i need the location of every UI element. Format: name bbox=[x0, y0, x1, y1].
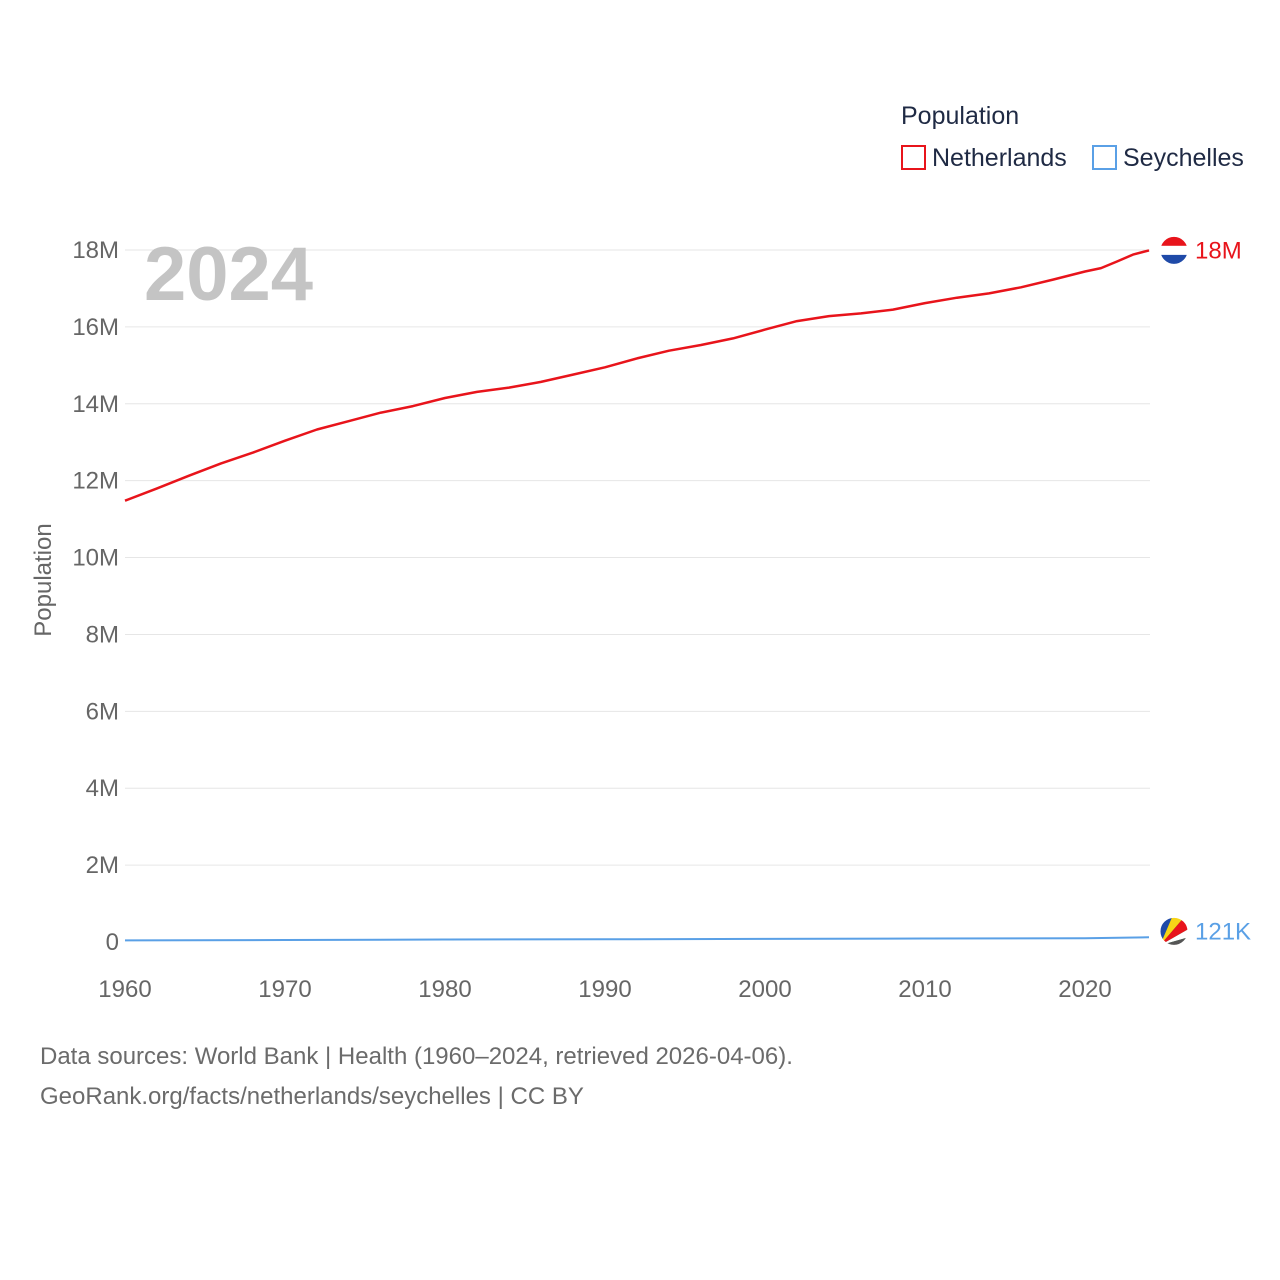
x-tick-label: 1970 bbox=[258, 976, 311, 1003]
y-tick-label: 0 bbox=[106, 929, 119, 956]
legend-label-seychelles: Seychelles bbox=[1123, 144, 1244, 172]
attribution-note: GeoRank.org/facts/netherlands/seychelles… bbox=[40, 1083, 584, 1110]
series-line-netherlands[interactable] bbox=[124, 249, 1150, 502]
netherlands-flag-icon bbox=[1159, 235, 1189, 265]
y-tick-label: 14M bbox=[72, 391, 119, 418]
legend-item-seychelles[interactable]: Seychelles bbox=[1092, 144, 1244, 172]
end-label-seychelles: 121K bbox=[1195, 918, 1251, 945]
x-tick-label: 1980 bbox=[418, 976, 471, 1003]
y-tick-label: 4M bbox=[86, 775, 119, 802]
data-sources-note: Data sources: World Bank | Health (1960–… bbox=[40, 1043, 793, 1070]
x-tick-label: 1990 bbox=[578, 976, 631, 1003]
series-line-seychelles[interactable] bbox=[124, 936, 1150, 942]
seychelles-flag-icon bbox=[1159, 916, 1189, 946]
end-label-netherlands: 18M bbox=[1195, 237, 1242, 264]
y-tick-label: 2M bbox=[86, 852, 119, 879]
series-end-markers: 18M 121K bbox=[1159, 235, 1251, 946]
legend-item-netherlands[interactable]: Netherlands bbox=[901, 144, 1067, 172]
y-axis-ticks: 0 2M 4M 6M 8M 10M 12M 14M 16M 18M bbox=[72, 237, 119, 956]
legend-swatch-seychelles bbox=[1092, 145, 1117, 170]
grid-lines bbox=[125, 249, 1150, 866]
x-tick-label: 2010 bbox=[898, 976, 951, 1003]
series-lines bbox=[124, 249, 1150, 942]
y-tick-label: 18M bbox=[72, 237, 119, 264]
population-chart: 0 2M 4M 6M 8M 10M 12M 14M 16M 18M 1960 1970 1980 199… bbox=[30, 102, 1251, 1003]
y-tick-label: 12M bbox=[72, 468, 119, 495]
legend-swatch-netherlands bbox=[901, 145, 926, 170]
legend-label-netherlands: Netherlands bbox=[932, 144, 1067, 172]
x-tick-label: 1960 bbox=[98, 976, 151, 1003]
y-tick-label: 8M bbox=[86, 621, 119, 648]
legend: Population Netherlands Seychelles bbox=[901, 102, 1244, 172]
year-label: 2024 bbox=[144, 232, 313, 317]
x-tick-label: 2000 bbox=[738, 976, 791, 1003]
x-tick-label: 2020 bbox=[1058, 976, 1111, 1003]
y-tick-label: 6M bbox=[86, 698, 119, 725]
y-axis-title: Population bbox=[30, 523, 57, 636]
legend-title: Population bbox=[901, 102, 1019, 130]
x-axis-ticks: 1960 1970 1980 1990 2000 2010 2020 bbox=[98, 976, 1111, 1003]
y-tick-label: 10M bbox=[72, 545, 119, 572]
y-tick-label: 16M bbox=[72, 314, 119, 341]
